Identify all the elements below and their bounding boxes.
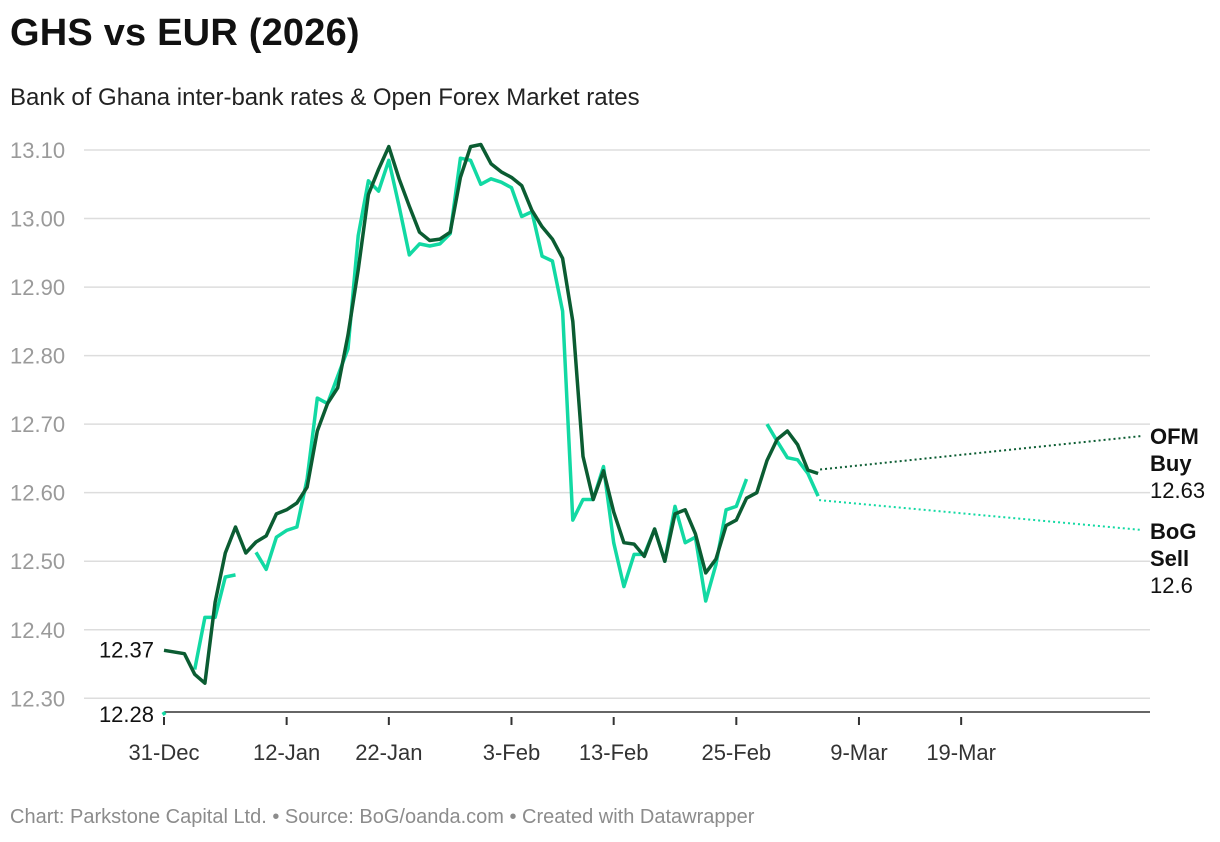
bog-sell-name-label: BoG bbox=[1150, 519, 1196, 544]
bog-sell-name-label: Sell bbox=[1150, 546, 1189, 571]
bog-sell-start-label: 12.28 bbox=[99, 702, 154, 727]
ofm-buy-end-value-label: 12.63 bbox=[1150, 478, 1205, 503]
x-axis: 31-Dec 12-Jan 22-Jan 3-Feb 13-Feb 25-Feb 9-Mar… bbox=[129, 717, 996, 765]
grid-lines bbox=[84, 149, 1150, 713]
x-tick-label: 12-Jan bbox=[253, 740, 320, 765]
y-tick-label: 12.90 bbox=[10, 275, 65, 300]
y-tick-label: 13.10 bbox=[10, 138, 65, 163]
ofm-buy-name-label: OFM bbox=[1150, 424, 1199, 449]
ofm-buy-line bbox=[163, 142, 819, 685]
x-tick-label: 19-Mar bbox=[926, 740, 996, 765]
y-tick-label: 12.50 bbox=[10, 549, 65, 574]
bog-sell-line bbox=[765, 423, 820, 497]
x-tick-label: 25-Feb bbox=[701, 740, 771, 765]
bog-sell-end-value-label: 12.6 bbox=[1150, 573, 1193, 598]
y-tick-label: 13.00 bbox=[10, 207, 65, 232]
ofm-buy-name-label: Buy bbox=[1150, 451, 1192, 476]
chart-title: GHS vs EUR (2026) bbox=[10, 12, 360, 54]
y-tick-label: 12.80 bbox=[10, 344, 65, 369]
bog-sell-point bbox=[161, 711, 167, 716]
y-tick-label: 12.70 bbox=[10, 412, 65, 437]
ofm-buy-start-label: 12.37 bbox=[99, 637, 154, 662]
y-axis: 12.30 12.40 12.50 12.60 12.70 12.80 12.90 13.00… bbox=[10, 138, 65, 711]
x-tick-label: 31-Dec bbox=[129, 740, 200, 765]
ofm-buy-leader bbox=[819, 435, 1143, 471]
y-tick-label: 12.60 bbox=[10, 481, 65, 506]
chart-subtitle: Bank of Ghana inter-bank rates & Open Fo… bbox=[10, 84, 640, 111]
x-tick-label: 3-Feb bbox=[483, 740, 540, 765]
y-tick-label: 12.40 bbox=[10, 618, 65, 643]
x-tick-label: 13-Feb bbox=[579, 740, 649, 765]
chart-footer: Chart: Parkstone Capital Ltd. • Source: … bbox=[10, 806, 755, 828]
bog-sell-line bbox=[254, 156, 749, 603]
x-tick-label: 22-Jan bbox=[355, 740, 422, 765]
series-lines bbox=[161, 142, 1143, 716]
x-tick-label: 9-Mar bbox=[830, 740, 887, 765]
y-tick-label: 12.30 bbox=[10, 686, 65, 711]
bog-sell-leader bbox=[818, 499, 1143, 531]
bog-sell-line bbox=[192, 573, 236, 670]
